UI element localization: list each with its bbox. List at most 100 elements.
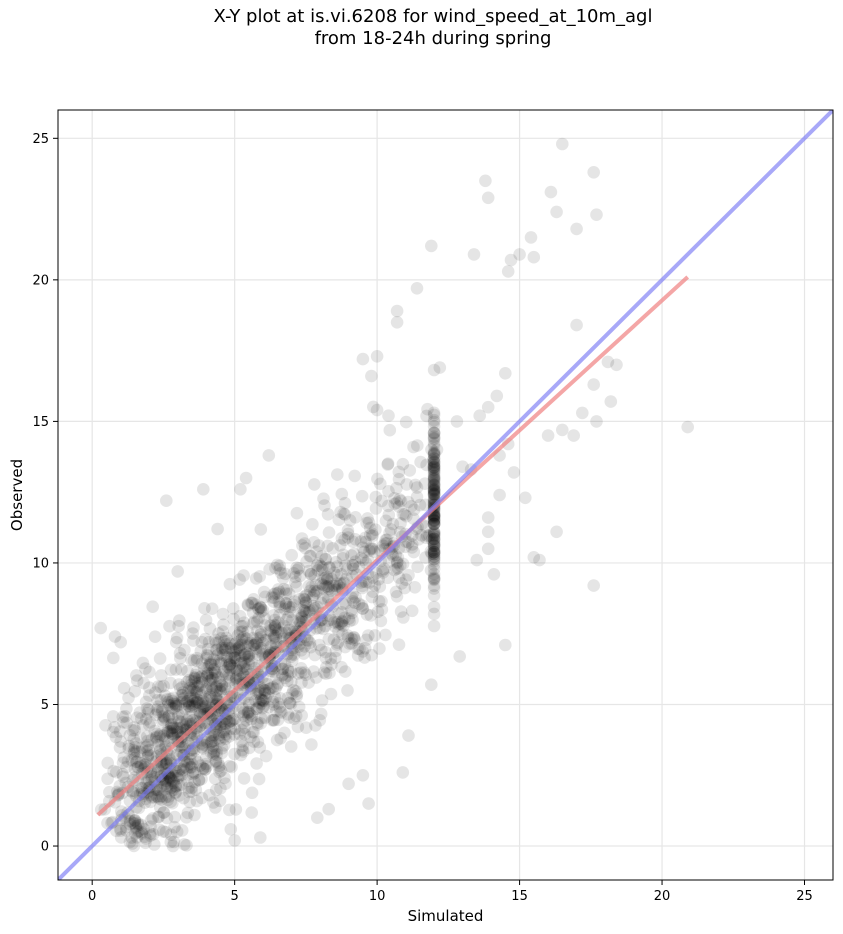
- data-point: [164, 828, 178, 841]
- data-point: [396, 557, 410, 571]
- data-point: [421, 402, 434, 416]
- data-point: [427, 460, 441, 474]
- data-point: [140, 730, 154, 743]
- data-point: [269, 682, 282, 696]
- data-point: [295, 611, 309, 624]
- data-point: [176, 688, 189, 702]
- data-point: [314, 577, 328, 590]
- data-point: [122, 742, 135, 756]
- data-point: [381, 499, 395, 513]
- data-point: [278, 567, 292, 581]
- x-tick-label: 5: [231, 889, 239, 904]
- data-point: [308, 584, 321, 598]
- data-point: [267, 588, 281, 601]
- data-point: [286, 687, 299, 700]
- data-point: [223, 715, 237, 728]
- data-point: [269, 672, 282, 686]
- data-point: [139, 695, 153, 709]
- data-point: [336, 548, 350, 562]
- data-point: [349, 511, 362, 524]
- data-point: [214, 656, 228, 669]
- data-point: [211, 671, 225, 684]
- data-point: [186, 700, 199, 713]
- data-point: [181, 774, 194, 788]
- data-point: [587, 378, 600, 391]
- data-point: [259, 633, 273, 647]
- data-point: [133, 706, 147, 719]
- data-point: [242, 657, 255, 671]
- data-point: [268, 613, 282, 627]
- data-point: [427, 472, 441, 486]
- data-point: [427, 448, 441, 462]
- data-point: [235, 637, 249, 651]
- data-point: [272, 697, 285, 710]
- data-point: [427, 539, 441, 552]
- data-point: [295, 609, 309, 622]
- data-point: [308, 648, 322, 662]
- data-point: [331, 468, 344, 481]
- y-tick-label: 25: [32, 132, 49, 147]
- data-point: [149, 708, 163, 722]
- data-point: [402, 536, 415, 549]
- data-point: [427, 542, 441, 556]
- data-point: [162, 790, 176, 803]
- data-point: [392, 500, 406, 513]
- data-point: [143, 718, 156, 732]
- data-point: [277, 619, 291, 633]
- data-point: [130, 669, 143, 682]
- data-point: [363, 521, 377, 535]
- data-point: [267, 631, 280, 645]
- data-point: [188, 699, 201, 713]
- data-point: [420, 458, 433, 472]
- data-point: [427, 470, 441, 484]
- data-point: [419, 531, 433, 544]
- data-point: [314, 707, 328, 721]
- data-point: [487, 568, 501, 581]
- data-point: [203, 658, 216, 672]
- data-point: [199, 632, 212, 646]
- data-point: [427, 529, 441, 542]
- data-point: [180, 717, 193, 731]
- data-point: [198, 762, 212, 776]
- data-point: [303, 604, 317, 617]
- data-point: [201, 642, 215, 656]
- data-point: [253, 687, 267, 700]
- data-point: [248, 638, 261, 652]
- data-point: [252, 602, 266, 615]
- data-point: [151, 680, 165, 693]
- data-point: [295, 676, 308, 689]
- data-point: [550, 525, 563, 539]
- data-point: [261, 677, 274, 691]
- data-point: [567, 429, 580, 442]
- data-point: [427, 452, 441, 466]
- data-point: [264, 619, 277, 632]
- data-point: [160, 693, 174, 706]
- data-point: [213, 765, 226, 779]
- data-point: [290, 690, 303, 703]
- data-point: [177, 719, 191, 732]
- data-point: [219, 631, 233, 645]
- data-point: [390, 496, 404, 510]
- data-point: [128, 745, 141, 758]
- data-point: [481, 400, 495, 414]
- data-point: [258, 684, 271, 697]
- data-point: [144, 820, 157, 833]
- data-point: [253, 600, 267, 614]
- data-point: [280, 583, 293, 597]
- data-point: [128, 762, 142, 776]
- data-point: [154, 680, 168, 694]
- data-point: [144, 814, 158, 827]
- data-point: [346, 535, 360, 548]
- data-point: [134, 756, 147, 770]
- data-point: [161, 793, 174, 807]
- data-point: [170, 631, 184, 645]
- data-point: [307, 599, 320, 613]
- data-point: [427, 455, 441, 469]
- data-point: [318, 572, 332, 585]
- data-point: [187, 683, 200, 697]
- data-point: [177, 791, 190, 805]
- data-point: [145, 770, 158, 783]
- data-point: [175, 680, 189, 694]
- data-point: [172, 778, 186, 792]
- data-point: [405, 541, 419, 554]
